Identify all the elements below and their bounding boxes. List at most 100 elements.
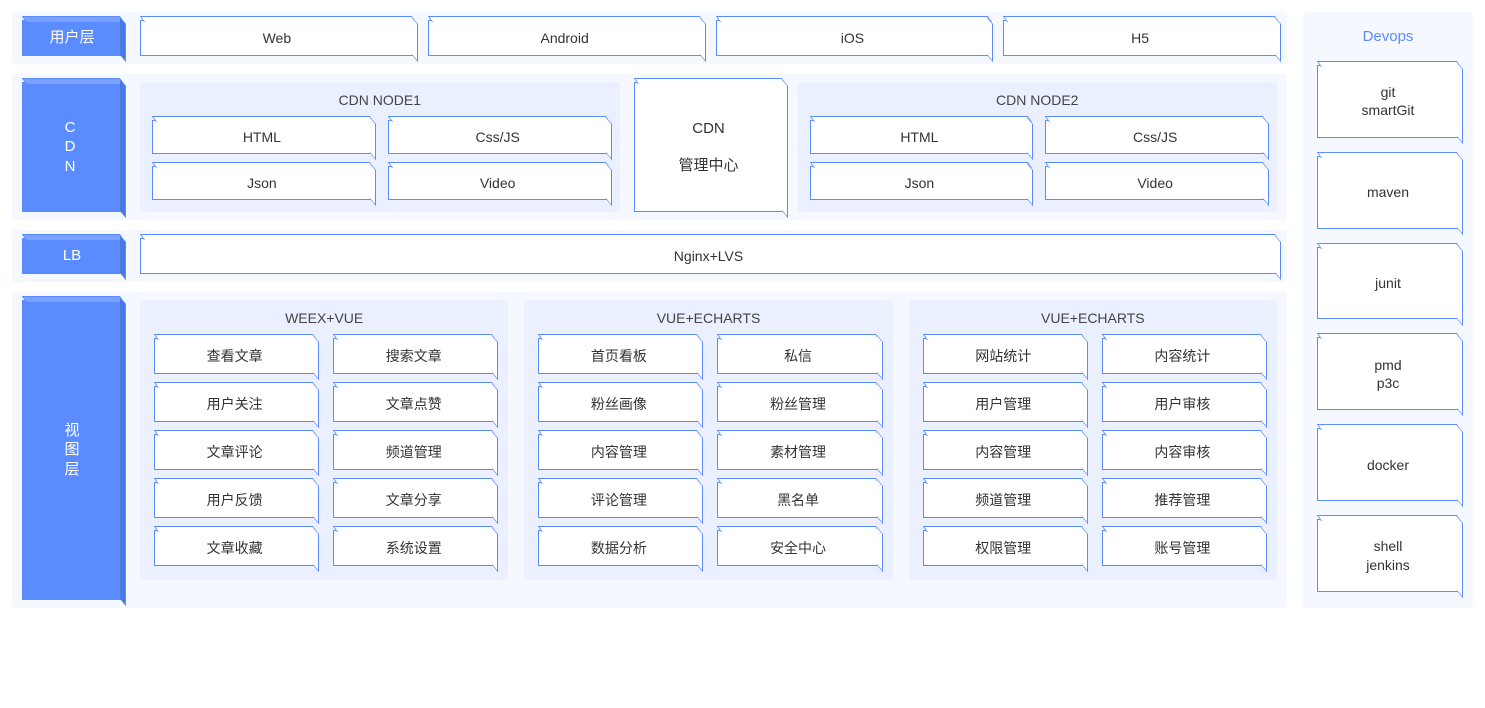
view-item: 内容审核 bbox=[1102, 434, 1263, 470]
section-lb: LB Nginx+LVS bbox=[12, 230, 1287, 282]
item-text: pmd p3c bbox=[1374, 356, 1401, 392]
view-group-title: VUE+ECHARTS bbox=[538, 310, 878, 328]
item-text: Nginx+LVS bbox=[674, 247, 743, 265]
layer-label-text: 视 图 层 bbox=[65, 421, 80, 480]
cdn-node-title: CDN NODE1 bbox=[152, 90, 608, 112]
user-item: Web bbox=[140, 20, 414, 56]
view-item: 文章分享 bbox=[333, 482, 494, 518]
view-item: 用户审核 bbox=[1102, 386, 1263, 422]
cdn-item: Css/JS bbox=[1045, 120, 1265, 154]
devops-panel: Devops git smartGit maven junit pmd p3c … bbox=[1303, 12, 1473, 608]
item-text: 查看文章 bbox=[207, 347, 263, 365]
item-text: git smartGit bbox=[1362, 83, 1415, 119]
cdn-center-line: 管理中心 bbox=[678, 156, 738, 176]
view-item: 用户管理 bbox=[923, 386, 1084, 422]
view-item: 账号管理 bbox=[1102, 530, 1263, 566]
item-text: Android bbox=[540, 29, 588, 47]
view-item: 权限管理 bbox=[923, 530, 1084, 566]
item-text: 权限管理 bbox=[975, 539, 1031, 557]
item-text: 私信 bbox=[784, 347, 812, 365]
main-column: 用户层 Web Android iOS H5 C D N CDN NODE1 H… bbox=[12, 12, 1287, 608]
item-text: H5 bbox=[1131, 29, 1149, 47]
view-item: 文章评论 bbox=[154, 434, 315, 470]
devops-column: Devops git smartGit maven junit pmd p3c … bbox=[1303, 12, 1473, 608]
item-text: 内容管理 bbox=[975, 443, 1031, 461]
view-item: 内容管理 bbox=[538, 434, 699, 470]
view-item: 素材管理 bbox=[717, 434, 878, 470]
item-text: 网站统计 bbox=[975, 347, 1031, 365]
item-text: Json bbox=[905, 174, 935, 192]
section-cdn: C D N CDN NODE1 HTML Css/JS Json Video C… bbox=[12, 74, 1287, 220]
cdn-item: HTML bbox=[152, 120, 372, 154]
devops-item: junit bbox=[1317, 247, 1459, 320]
item-text: iOS bbox=[841, 29, 864, 47]
devops-title: Devops bbox=[1317, 22, 1459, 47]
layer-label-cdn: C D N bbox=[22, 82, 122, 212]
view-groups: WEEX+VUE 查看文章 搜索文章 用户关注 文章点赞 文章评论 频道管理 用… bbox=[140, 300, 1277, 580]
view-item: 粉丝管理 bbox=[717, 386, 878, 422]
item-text: 用户管理 bbox=[975, 395, 1031, 413]
item-text: 文章评论 bbox=[207, 443, 263, 461]
item-text: 推荐管理 bbox=[1154, 491, 1210, 509]
view-item: 评论管理 bbox=[538, 482, 699, 518]
item-text: 黑名单 bbox=[777, 491, 819, 509]
view-item: 推荐管理 bbox=[1102, 482, 1263, 518]
layer-label-text: C D N bbox=[65, 118, 80, 177]
devops-item: shell jenkins bbox=[1317, 519, 1459, 592]
item-text: 用户关注 bbox=[207, 395, 263, 413]
section-view: 视 图 层 WEEX+VUE 查看文章 搜索文章 用户关注 文章点赞 文章评论 … bbox=[12, 292, 1287, 608]
item-text: HTML bbox=[900, 128, 938, 146]
item-text: 文章点赞 bbox=[386, 395, 442, 413]
cdn-node-grid: HTML Css/JS Json Video bbox=[810, 120, 1266, 200]
view-item: 首页看板 bbox=[538, 338, 699, 374]
view-item: 黑名单 bbox=[717, 482, 878, 518]
devops-item: git smartGit bbox=[1317, 65, 1459, 138]
cdn-item: Video bbox=[1045, 166, 1265, 200]
view-group: VUE+ECHARTS 网站统计 内容统计 用户管理 用户审核 内容管理 内容审… bbox=[909, 300, 1277, 580]
devops-item: maven bbox=[1317, 156, 1459, 229]
cdn-item: Json bbox=[810, 166, 1030, 200]
item-text: 粉丝画像 bbox=[591, 395, 647, 413]
view-item: 用户关注 bbox=[154, 386, 315, 422]
cdn-content: CDN NODE1 HTML Css/JS Json Video CDN 管理中… bbox=[140, 82, 1277, 212]
view-grid: 首页看板 私信 粉丝画像 粉丝管理 内容管理 素材管理 评论管理 黑名单 数据分… bbox=[538, 338, 878, 566]
cdn-item: HTML bbox=[810, 120, 1030, 154]
diagram-root: 用户层 Web Android iOS H5 C D N CDN NODE1 H… bbox=[12, 12, 1473, 608]
view-item: 粉丝画像 bbox=[538, 386, 699, 422]
view-item: 系统设置 bbox=[333, 530, 494, 566]
view-group-title: VUE+ECHARTS bbox=[923, 310, 1263, 328]
view-item: 用户反馈 bbox=[154, 482, 315, 518]
item-text: 内容管理 bbox=[591, 443, 647, 461]
view-grid: 网站统计 内容统计 用户管理 用户审核 内容管理 内容审核 频道管理 推荐管理 … bbox=[923, 338, 1263, 566]
item-text: 素材管理 bbox=[770, 443, 826, 461]
layer-label-text: LB bbox=[63, 246, 81, 266]
item-text: 账号管理 bbox=[1154, 539, 1210, 557]
layer-label-text: 用户层 bbox=[49, 28, 94, 48]
item-text: HTML bbox=[243, 128, 281, 146]
item-text: Css/JS bbox=[1133, 128, 1177, 146]
item-text: 频道管理 bbox=[975, 491, 1031, 509]
item-text: 频道管理 bbox=[386, 443, 442, 461]
view-item: 网站统计 bbox=[923, 338, 1084, 374]
user-item: iOS bbox=[716, 20, 990, 56]
view-item: 私信 bbox=[717, 338, 878, 374]
item-text: 数据分析 bbox=[591, 539, 647, 557]
item-text: 首页看板 bbox=[591, 347, 647, 365]
cdn-node-1: CDN NODE1 HTML Css/JS Json Video bbox=[140, 82, 620, 212]
view-item: 数据分析 bbox=[538, 530, 699, 566]
user-items: Web Android iOS H5 bbox=[140, 20, 1277, 56]
view-group: WEEX+VUE 查看文章 搜索文章 用户关注 文章点赞 文章评论 频道管理 用… bbox=[140, 300, 508, 580]
lb-item: Nginx+LVS bbox=[140, 238, 1277, 274]
cdn-node-grid: HTML Css/JS Json Video bbox=[152, 120, 608, 200]
item-text: Video bbox=[480, 174, 516, 192]
item-text: Css/JS bbox=[475, 128, 519, 146]
item-text: docker bbox=[1367, 456, 1409, 474]
devops-item: docker bbox=[1317, 428, 1459, 501]
item-text: 系统设置 bbox=[386, 539, 442, 557]
section-user: 用户层 Web Android iOS H5 bbox=[12, 12, 1287, 64]
devops-item: pmd p3c bbox=[1317, 337, 1459, 410]
item-text: 安全中心 bbox=[770, 539, 826, 557]
item-text: Video bbox=[1137, 174, 1173, 192]
view-item: 频道管理 bbox=[923, 482, 1084, 518]
item-text: 粉丝管理 bbox=[770, 395, 826, 413]
